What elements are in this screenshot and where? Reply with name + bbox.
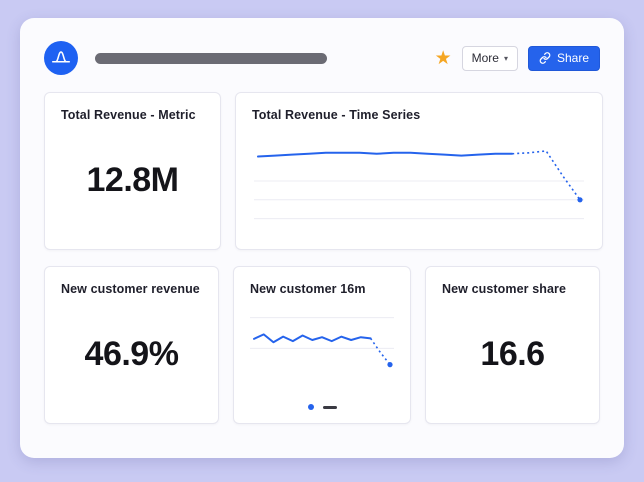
time-series-chart [254,150,584,220]
metric-value-wrap: 46.9% [45,296,218,423]
card-total-revenue-metric[interactable]: Total Revenue - Metric 12.8M [44,92,221,250]
card-title: New customer share [442,282,567,296]
dashboard-title-placeholder [95,52,327,64]
share-button[interactable]: Share [527,45,600,71]
favorite-star-icon[interactable]: ★ [434,47,452,69]
amplitude-wave-icon [52,51,70,63]
carousel-dash[interactable] [322,405,337,409]
card-title: New customer 16m [250,282,366,296]
card-new-customer-share[interactable]: New customer share 16.6 [425,266,600,424]
header-actions: ★ More ▾ Share [434,45,600,71]
card-total-revenue-time-series[interactable]: Total Revenue - Time Series [235,92,603,250]
share-button-label: Share [556,51,589,65]
sparkline-chart [250,317,394,368]
card-title: Total Revenue - Metric [61,108,196,122]
link-icon [539,52,551,64]
card-title: New customer revenue [61,282,200,296]
carousel-dot-active[interactable] [307,404,314,410]
carousel-indicators [234,404,410,410]
metric-value: 16.6 [480,335,545,373]
metric-value: 12.8M [86,161,180,199]
dashboard-header: ★ More ▾ Share [44,40,600,76]
chevron-down-icon: ▾ [503,53,508,63]
card-new-customer-16m[interactable]: New customer 16m [233,266,411,424]
amplitude-logo[interactable] [44,41,78,75]
metric-value-wrap: 12.8M [45,122,220,249]
card-new-customer-revenue[interactable]: New customer revenue 46.9% [44,266,219,424]
card-title: Total Revenue - Time Series [252,108,421,122]
metric-value: 46.9% [84,335,179,373]
dashboard-grid: Total Revenue - Metric 12.8M Total Reven… [44,92,603,424]
row-2: New customer revenue 46.9% New customer … [44,266,600,424]
row-1: Total Revenue - Metric 12.8M Total Reven… [44,92,603,250]
more-button[interactable]: More ▾ [461,45,518,71]
metric-value-wrap: 16.6 [426,296,599,423]
dashboard-panel: ★ More ▾ Share Total Revenue - Metric 12… [20,18,624,458]
more-button-label: More [471,51,499,65]
